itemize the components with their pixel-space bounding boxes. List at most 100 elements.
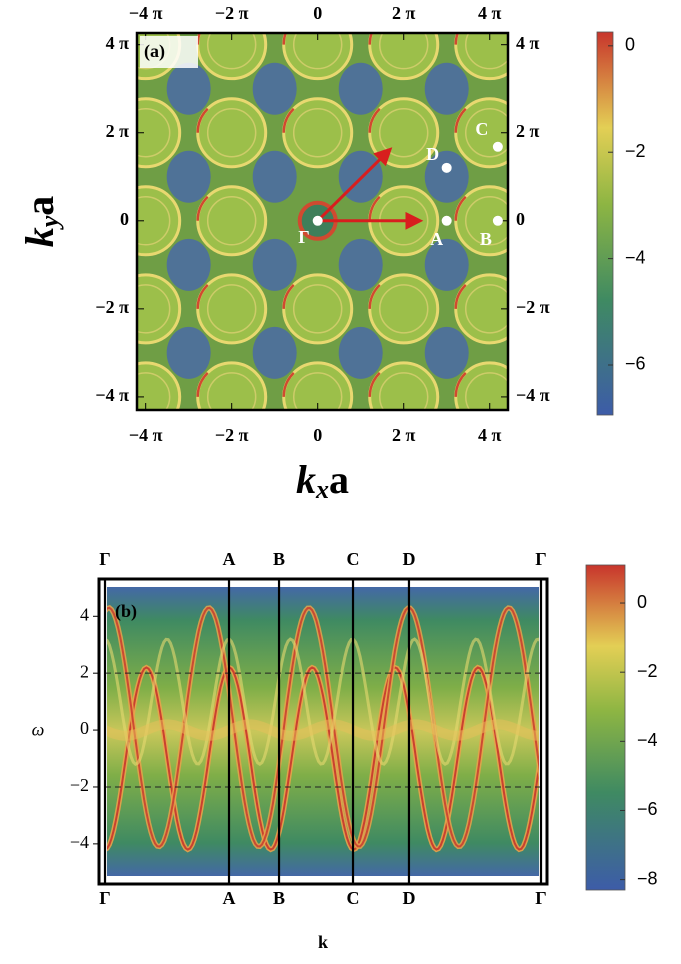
heatmap-patch <box>511 63 555 115</box>
y-tick-label: 0 <box>516 209 525 229</box>
y-tick-label: −4 π <box>95 385 129 405</box>
y-tick-label: −2 π <box>95 297 129 317</box>
x-tick-label: Γ <box>99 549 110 569</box>
y-axis-label: kya <box>17 196 64 248</box>
colorbar-tick-label: −8 <box>637 868 658 888</box>
heatmap-ring <box>206 372 257 410</box>
x-axis-label: kxa <box>296 457 349 504</box>
heatmap-patch <box>511 327 555 379</box>
heatmap-band <box>105 719 541 741</box>
x-tick-label: D <box>402 888 415 908</box>
x-tick-label: B <box>273 549 285 569</box>
x-tick-label: 2 π <box>392 425 416 445</box>
heatmap-patch <box>511 239 555 291</box>
heatmap-patch <box>252 326 297 379</box>
colorbar <box>596 31 614 416</box>
heatmap-ring <box>137 273 182 345</box>
x-tick-label: 4 π <box>478 3 502 23</box>
heatmap-ring <box>206 196 257 246</box>
x-axis-label: k <box>318 932 328 952</box>
heatmap-patch <box>166 238 211 291</box>
x-tick-label: 2 π <box>392 3 416 23</box>
y-tick-label: 4 π <box>106 33 130 53</box>
heatmap-ridge <box>454 195 467 221</box>
y-tick-label: 2 <box>80 661 89 681</box>
heatmap-ridge <box>282 283 295 309</box>
y-tick-label: 2 π <box>106 121 130 141</box>
heatmap-ridge <box>454 107 467 133</box>
heatmap-band <box>105 606 541 848</box>
high-symmetry-point <box>312 215 323 226</box>
y-tick-label: −4 <box>70 832 89 852</box>
point-label: B <box>480 229 492 249</box>
x-axis-label-part: k <box>296 457 316 502</box>
heatmap-ridge <box>282 372 295 397</box>
high-symmetry-point <box>492 215 503 226</box>
point-label: A <box>430 229 443 249</box>
heatmap-ridge <box>368 107 381 133</box>
colorbar-tick-label: −4 <box>637 730 658 750</box>
point-label: D <box>426 144 439 164</box>
heatmap-patch <box>425 0 469 27</box>
heatmap-patch <box>166 62 211 115</box>
panel-label: (b) <box>115 601 137 622</box>
colorbar-tick-label: −2 <box>637 661 658 681</box>
colorbar-tick-label: −6 <box>637 799 658 819</box>
heatmap-ridge <box>282 107 295 133</box>
x-tick-label: −2 π <box>215 3 249 23</box>
heatmap-ridge <box>196 107 209 133</box>
y-tick-label: −2 π <box>516 297 550 317</box>
heatmap-ridge <box>196 195 209 221</box>
heatmap-ring <box>137 284 171 334</box>
heatmap-ridge <box>196 372 209 397</box>
heatmap-ring <box>378 372 429 410</box>
colorbar-tick-label: 0 <box>637 592 647 612</box>
y-tick-label: 4 <box>80 604 89 624</box>
heatmap-patch <box>338 238 383 291</box>
heatmap-ring <box>137 107 171 158</box>
heatmap-ridge <box>454 372 467 397</box>
y-tick-label: −2 <box>70 775 89 795</box>
y-axis-label-part: a <box>17 196 62 216</box>
heatmap-patch <box>252 62 297 115</box>
heatmap-ring <box>206 107 257 158</box>
heatmap-ridge <box>454 33 460 45</box>
x-tick-label: A <box>223 549 236 569</box>
x-tick-label: −2 π <box>215 425 249 445</box>
heatmap <box>105 585 541 878</box>
x-tick-label: Γ <box>535 888 546 908</box>
y-axis-label-part: k <box>17 227 62 247</box>
y-tick-label: 0 <box>80 718 89 738</box>
heatmap-patch <box>511 0 555 27</box>
heatmap-patch <box>166 326 211 379</box>
heatmap-patch <box>166 150 211 203</box>
heatmap-patch <box>339 0 383 27</box>
y-tick-label: 2 π <box>516 121 540 141</box>
heatmap-patch <box>424 326 469 379</box>
heatmap-patch <box>167 0 211 27</box>
point-label: C <box>475 119 488 139</box>
heatmap-ring <box>137 97 182 169</box>
colorbar-tick-label: −6 <box>625 354 646 374</box>
heatmap-ring <box>292 284 343 334</box>
heatmap-ring <box>206 284 257 334</box>
x-tick-label: 4 π <box>478 425 502 445</box>
heatmap-ridge <box>196 283 209 309</box>
panel-label: (a) <box>144 41 165 62</box>
heatmap-patch <box>338 62 383 115</box>
high-symmetry-point <box>492 141 503 152</box>
heatmap-ring <box>137 196 171 246</box>
heatmap-ring <box>137 372 171 410</box>
x-tick-label: −4 π <box>129 425 163 445</box>
heatmap-band <box>105 666 541 851</box>
y-tick-label: 4 π <box>516 33 540 53</box>
y-tick-label: −4 π <box>516 385 550 405</box>
x-tick-label: Γ <box>99 888 110 908</box>
x-tick-label: −4 π <box>129 3 163 23</box>
heatmap-ridge <box>368 372 381 397</box>
x-tick-label: B <box>273 888 285 908</box>
plot-frame <box>135 31 510 412</box>
x-axis-label-part: x <box>315 475 329 504</box>
y-tick-label: 0 <box>120 209 129 229</box>
